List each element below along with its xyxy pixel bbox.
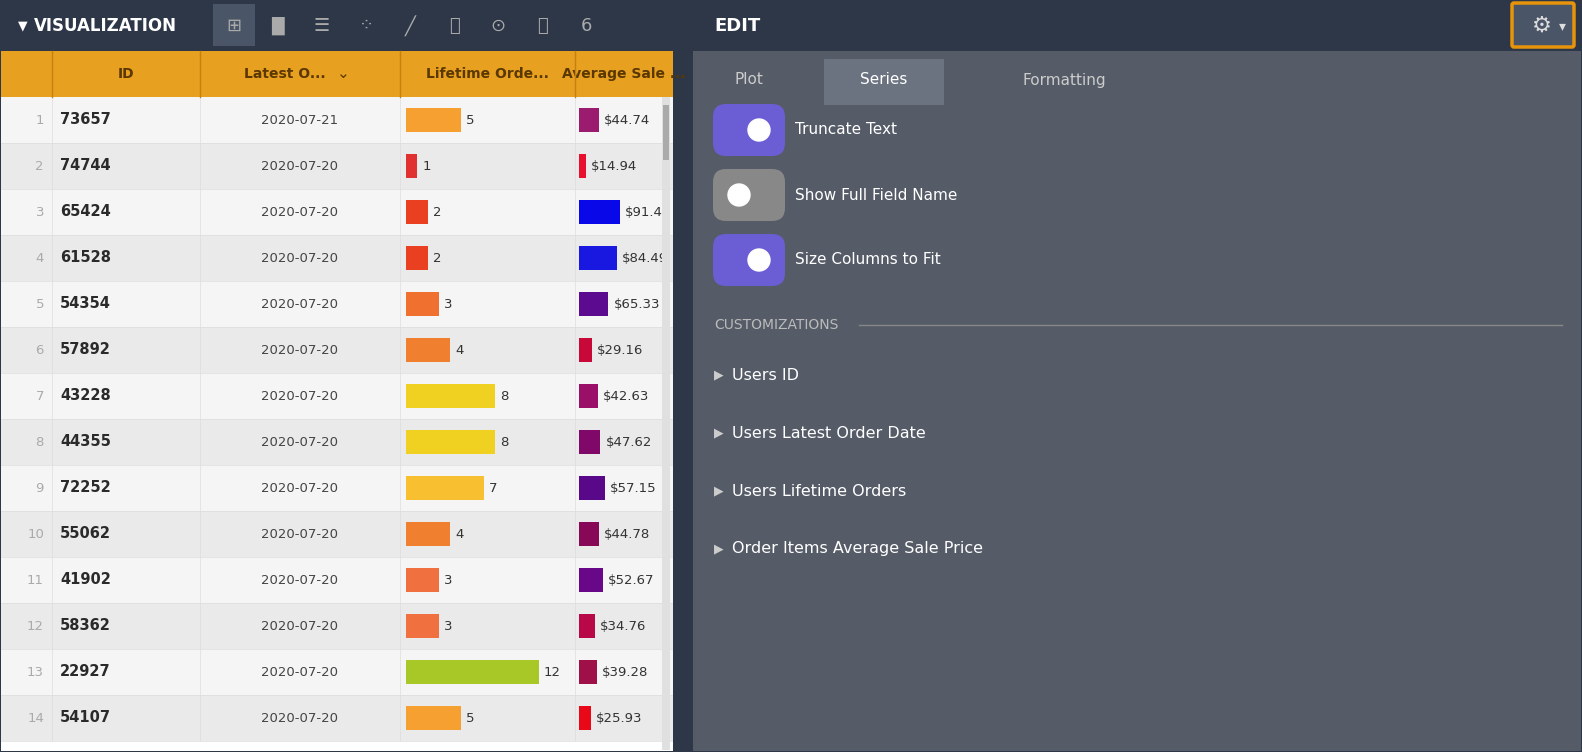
Circle shape (748, 119, 770, 141)
Bar (407, 154, 418, 178)
Bar (2, 465, 672, 511)
Text: Lifetime Orde...: Lifetime Orde... (426, 67, 549, 81)
Text: $14.94: $14.94 (590, 159, 638, 172)
Text: 54354: 54354 (60, 296, 111, 311)
Text: $84.49: $84.49 (622, 251, 668, 265)
Text: Order Items Average Sale Price: Order Items Average Sale Price (732, 541, 982, 556)
Bar (579, 522, 600, 546)
Bar (407, 292, 440, 316)
Text: ▶: ▶ (713, 426, 723, 439)
Text: 73657: 73657 (60, 113, 111, 128)
Text: 2020-07-20: 2020-07-20 (261, 159, 339, 172)
Text: VISUALIZATION: VISUALIZATION (33, 17, 177, 35)
Text: 2020-07-20: 2020-07-20 (261, 620, 339, 632)
Bar (2, 373, 672, 419)
Text: 8: 8 (36, 435, 44, 448)
Bar (2, 281, 672, 327)
Text: $47.62: $47.62 (606, 435, 652, 448)
Text: Truncate Text: Truncate Text (796, 123, 897, 138)
Text: 22927: 22927 (60, 665, 111, 680)
Text: ▶: ▶ (713, 484, 723, 498)
FancyBboxPatch shape (713, 104, 785, 156)
Text: 5: 5 (35, 298, 44, 311)
Bar (407, 660, 539, 684)
Text: 4: 4 (456, 344, 464, 356)
Text: 57892: 57892 (60, 342, 111, 357)
Text: 2020-07-20: 2020-07-20 (261, 711, 339, 724)
Text: 12: 12 (27, 620, 44, 632)
Bar (407, 338, 451, 362)
Bar (2, 649, 672, 695)
Text: 61528: 61528 (60, 250, 111, 265)
Text: 74744: 74744 (60, 159, 111, 174)
Text: 55062: 55062 (60, 526, 111, 541)
Text: ▐▌: ▐▌ (264, 17, 291, 35)
Text: Formatting: Formatting (1022, 72, 1106, 87)
Text: 12: 12 (544, 666, 562, 678)
Text: 2020-07-20: 2020-07-20 (261, 205, 339, 219)
Bar (2, 603, 672, 649)
Text: 2020-07-20: 2020-07-20 (261, 435, 339, 448)
Text: 44355: 44355 (60, 435, 111, 450)
Text: $91.46: $91.46 (625, 205, 671, 219)
Bar (579, 200, 620, 224)
Bar (407, 568, 440, 592)
Text: 10: 10 (27, 527, 44, 541)
Text: ╱: ╱ (405, 16, 416, 37)
Bar (579, 292, 609, 316)
Text: 5: 5 (467, 114, 475, 126)
Text: Plot: Plot (734, 72, 764, 87)
Text: 8: 8 (500, 390, 508, 402)
Bar (579, 706, 590, 730)
Bar (2, 327, 672, 373)
Text: ⌄: ⌄ (337, 66, 350, 81)
Bar (407, 614, 440, 638)
Text: 2: 2 (433, 205, 441, 219)
Text: 3: 3 (35, 205, 44, 219)
Text: ⁘: ⁘ (359, 17, 373, 35)
Bar (2, 51, 672, 751)
Bar (2, 143, 672, 189)
Bar (2, 557, 672, 603)
Bar (579, 430, 601, 454)
Circle shape (748, 249, 770, 271)
Text: 5: 5 (467, 711, 475, 724)
Text: 3: 3 (445, 574, 452, 587)
Text: 2020-07-20: 2020-07-20 (261, 527, 339, 541)
Bar (407, 246, 429, 270)
Bar (2, 695, 672, 741)
Text: 2020-07-20: 2020-07-20 (261, 298, 339, 311)
Text: CUSTOMIZATIONS: CUSTOMIZATIONS (713, 318, 838, 332)
Bar (693, 51, 1580, 751)
Text: 13: 13 (27, 666, 44, 678)
Text: 1: 1 (422, 159, 430, 172)
Text: 2020-07-20: 2020-07-20 (261, 390, 339, 402)
Bar (2, 51, 672, 97)
Text: Latest O...: Latest O... (244, 67, 326, 81)
Bar (579, 154, 585, 178)
Bar (579, 660, 596, 684)
Bar (579, 568, 603, 592)
Text: ⚙: ⚙ (1531, 16, 1552, 36)
Text: 2020-07-20: 2020-07-20 (261, 666, 339, 678)
Text: $29.16: $29.16 (596, 344, 644, 356)
Text: $39.28: $39.28 (601, 666, 649, 678)
Bar (407, 430, 495, 454)
Text: ⊞: ⊞ (226, 17, 242, 35)
Text: $25.93: $25.93 (596, 711, 642, 724)
Text: ⛰: ⛰ (449, 17, 459, 35)
Bar (2, 97, 672, 143)
Bar (2, 189, 672, 235)
Bar (579, 476, 604, 500)
Text: $42.63: $42.63 (603, 390, 650, 402)
Bar (407, 476, 484, 500)
Bar (407, 384, 495, 408)
Text: 2020-07-20: 2020-07-20 (261, 344, 339, 356)
Text: 2: 2 (35, 159, 44, 172)
Text: ID: ID (117, 67, 134, 81)
Bar (579, 246, 617, 270)
Bar (579, 614, 595, 638)
Text: 41902: 41902 (60, 572, 111, 587)
Text: 65424: 65424 (60, 205, 111, 220)
